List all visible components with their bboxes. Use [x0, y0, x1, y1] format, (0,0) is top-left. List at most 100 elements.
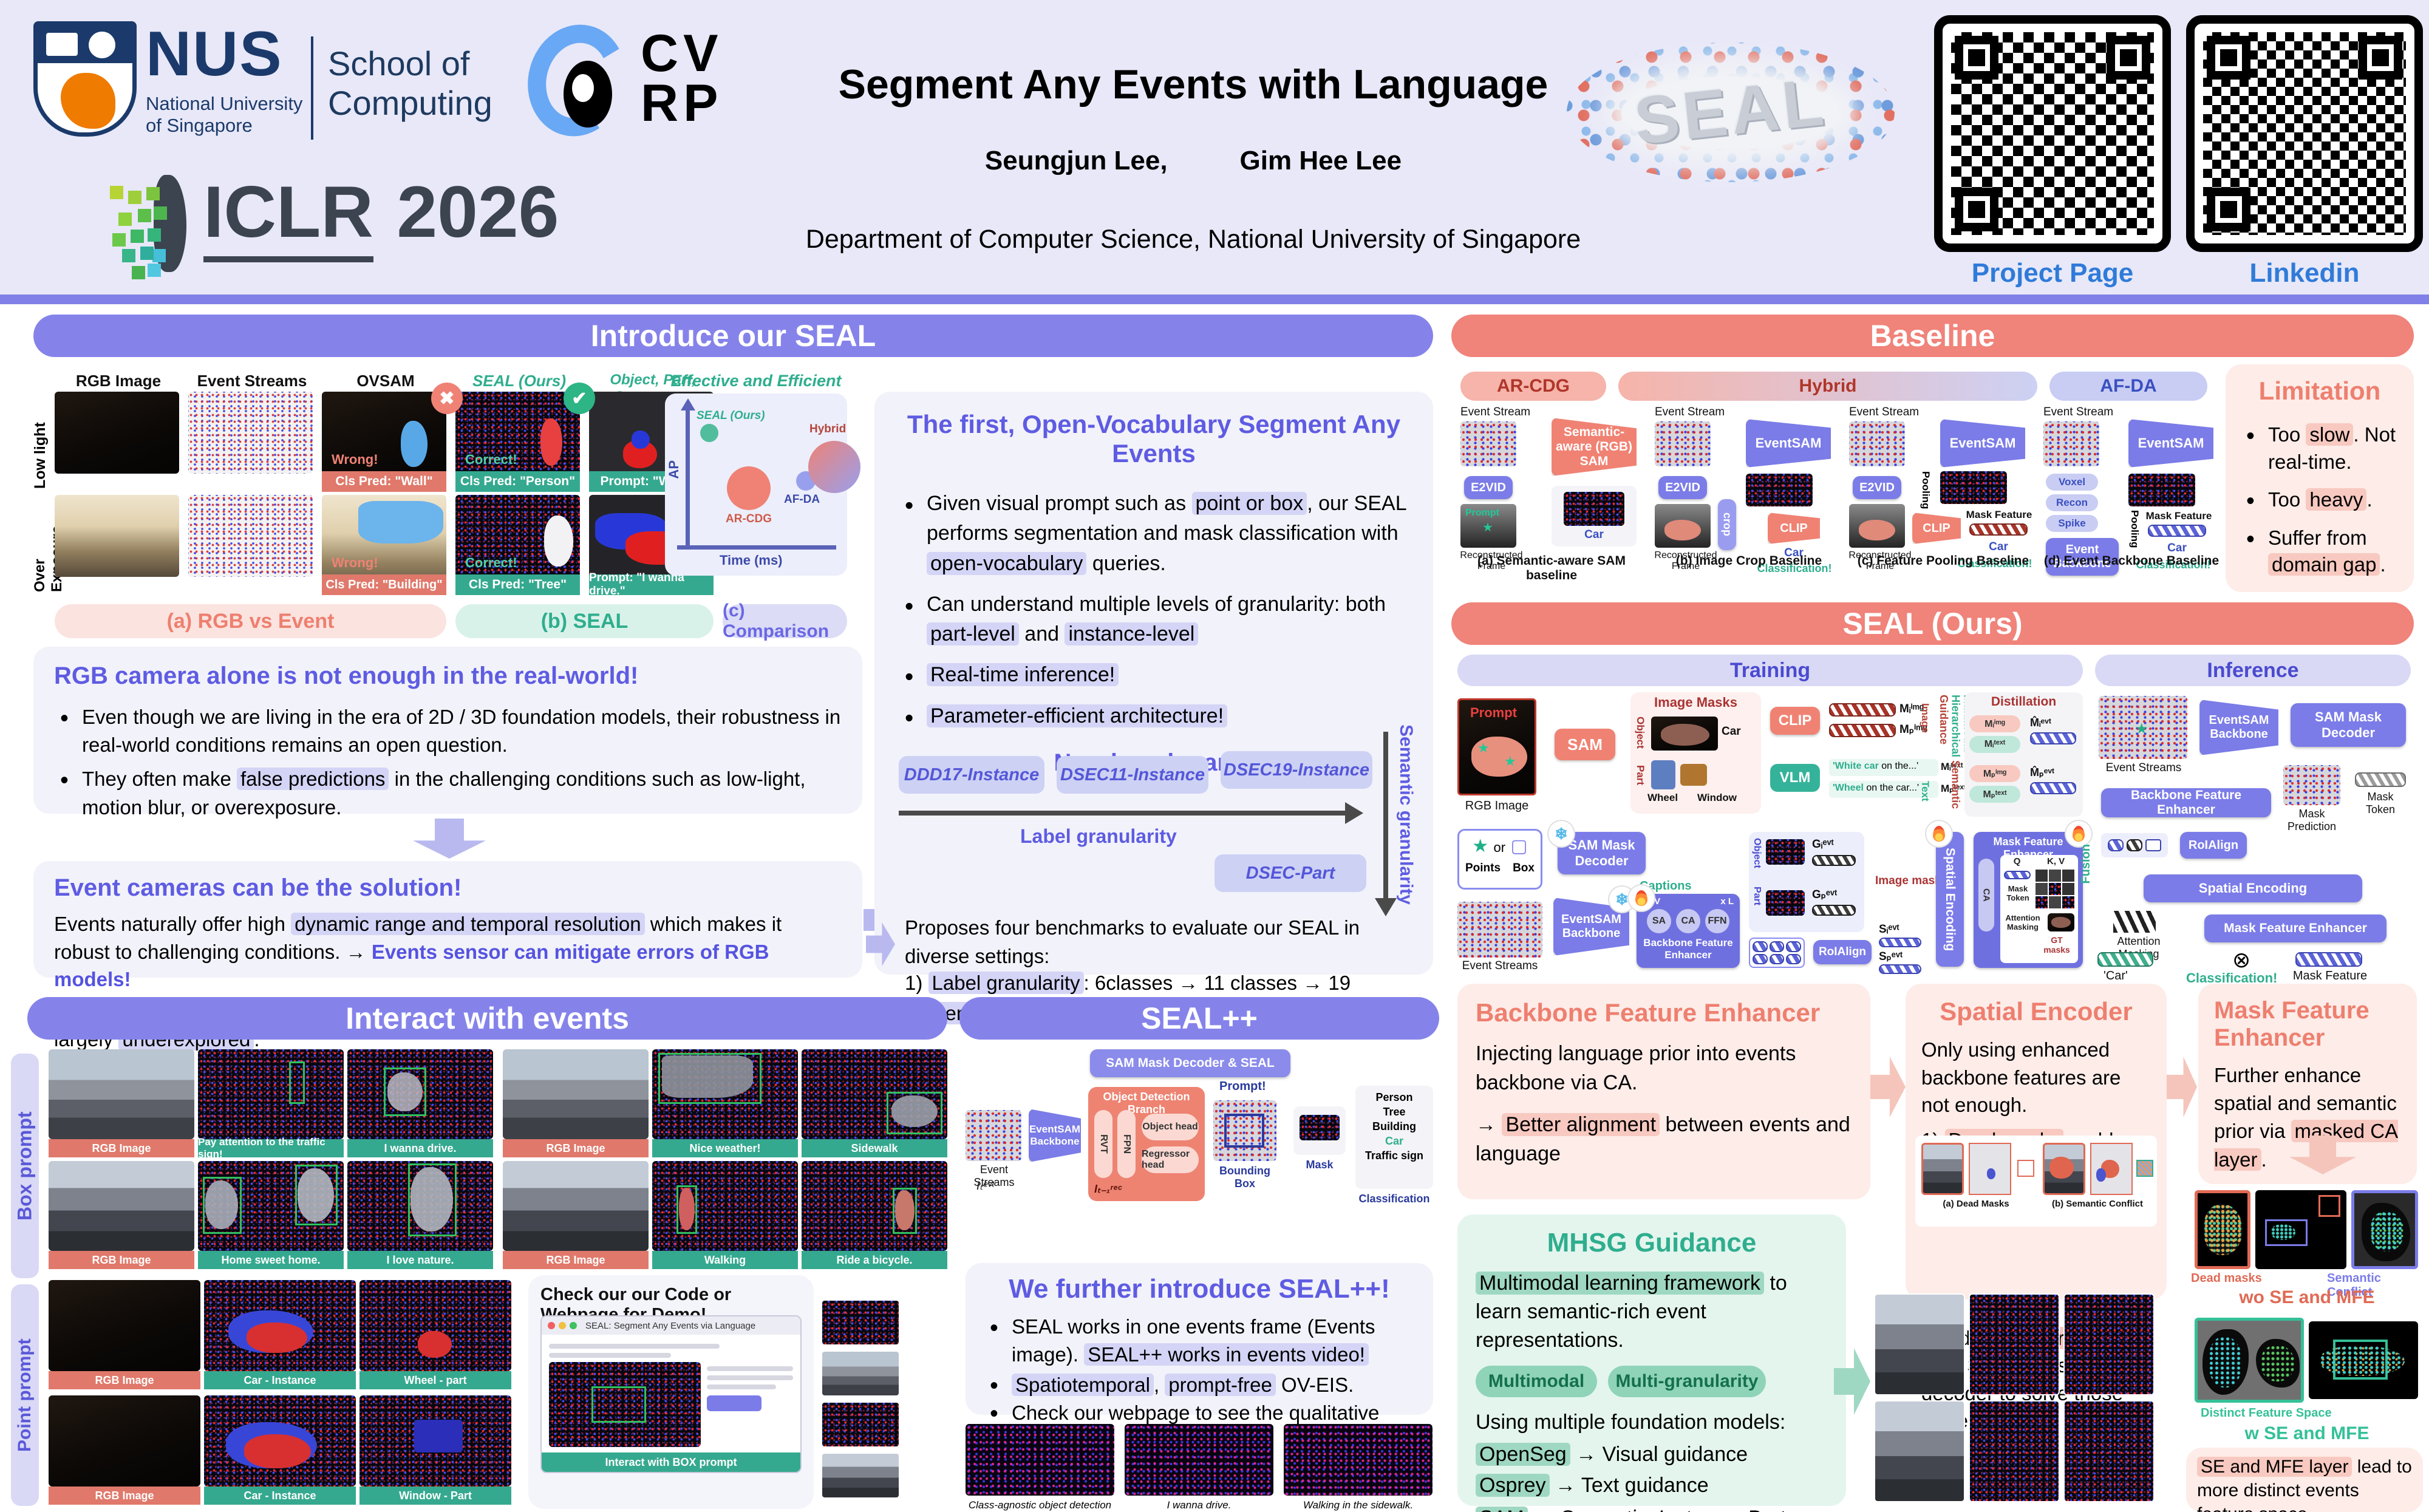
row-label-low-light: Low light: [32, 422, 49, 489]
ca-pill: CA: [1676, 909, 1700, 933]
m-p-text-label: Mₚᵗᵉˣᵗ: [1941, 783, 1966, 794]
bfe-panel: Backbone Feature Enhancer Injecting lang…: [1457, 984, 1870, 1199]
department: Department of Computer Science, National…: [805, 225, 1581, 254]
node-mask-feature-enhancer: Mask Feature Enhancer CA Q K, V Mask Toke…: [1974, 832, 2083, 968]
project-page-link[interactable]: Project Page: [1971, 258, 2134, 288]
feature-tiles: [2101, 833, 2168, 857]
pill-arcdg: AR-CDG: [1460, 372, 1606, 401]
gt-masks-label: GT masks: [2043, 935, 2070, 955]
panel2-para1: Events naturally offer high dynamic rang…: [54, 913, 782, 991]
limitation-1: Too slow. Not real-time.: [2240, 420, 2399, 475]
interact-caption: Car - Instance: [204, 1371, 356, 1389]
bounding-box-label: Bounding Box: [1219, 1165, 1270, 1190]
vlm-caption-1: 'White car on the...': [1829, 759, 1938, 776]
arrow-icon: [1870, 1057, 1906, 1117]
benchmark-label: DSEC11-Instance: [1060, 765, 1205, 785]
sealpp-bullet1: SEAL works in one events frame (Events i…: [984, 1312, 1415, 1369]
interact-cell: [359, 1395, 511, 1486]
interact-caption: Walking: [652, 1251, 798, 1269]
prompt-label: Prompt: [1465, 508, 1499, 518]
y-axis: [686, 408, 690, 548]
video-caption: Walking in the sidewalk.: [1303, 1499, 1414, 1511]
node-mask-feature-enhancer: Mask Feature Enhancer: [2204, 914, 2386, 942]
event-streams-image: [1457, 902, 1542, 958]
demo-thumbnails: [821, 1299, 900, 1506]
se-fig-b-caption: (b) Semantic Conflict: [2051, 1199, 2143, 1209]
interact-cell: [347, 1049, 493, 1139]
node-semantic-sam: Semantic-aware (RGB) SAM: [1552, 418, 1637, 476]
node-spatial-encoding: Spatial Encoding: [1936, 832, 1964, 967]
node-smd-seal: SAM Mask Decoder & SEAL: [1090, 1049, 1290, 1077]
object-head: Object head: [1142, 1114, 1199, 1140]
benchmark-dsec11: DSEC11-Instance: [1057, 756, 1208, 794]
linkedin-link[interactable]: Linkedin: [2249, 258, 2360, 288]
node-label: VLM: [1779, 769, 1811, 786]
wrong-label: Wrong!: [332, 555, 378, 570]
proposal-text: Proposes four benchmarks to evaluate our…: [905, 916, 1360, 967]
bubble-seal: [700, 424, 718, 442]
video-caption: Class-agnostic object detection: [968, 1499, 1112, 1511]
pill-text: AR-CDG: [1497, 376, 1570, 396]
comparison-chart: AP Time (ms) SEAL (Ours) AR-CDG AF-DA Hy…: [665, 393, 860, 576]
demo-browser[interactable]: SEAL: Segment Any Events via Language In…: [540, 1315, 802, 1473]
node-sam-mask-decoder: SAM Mask Decoder: [2291, 703, 2406, 747]
semantic-axis-arrowhead: [1375, 898, 1397, 916]
inference-diagram: ★ Event Streams EventSAM Backbone SAM Ma…: [2079, 692, 2411, 986]
interact-caption: Car - Instance: [204, 1486, 356, 1505]
node-e2vid: E2VID: [1658, 476, 1707, 499]
xl-label: x L: [1720, 896, 1734, 907]
caption-prompt-over: Prompt: "I wanna drive.": [589, 571, 714, 598]
pooling-label: Pooling: [2129, 510, 2141, 548]
panel1-bullet2: They often make false predictions in the…: [54, 764, 842, 821]
event-stream-label: Event Stream: [1655, 406, 1725, 418]
panel-rgb-not-enough: RGB camera alone is not enough in the re…: [33, 647, 862, 819]
node-label: EventSAM: [1755, 435, 1822, 451]
mhsg-heading: MHSG Guidance: [1547, 1228, 1757, 1258]
section-baseline: Baseline: [1451, 315, 2414, 357]
w-se-mfe-label: w SE and MFE: [2244, 1423, 2369, 1443]
author-1: Seungjun Lee,: [984, 146, 1168, 175]
interact-caption: RGB Image: [49, 1486, 200, 1505]
subcaption-c: (c) Comparison: [723, 601, 847, 641]
object-label: Object: [1752, 838, 1762, 868]
section-title: SEAL++: [1141, 1001, 1258, 1035]
demo-button[interactable]: [707, 1395, 761, 1411]
recon-frame-image: [1655, 504, 1711, 548]
image-masks-label: Image Masks: [1654, 695, 1737, 710]
interact-cell: [802, 1049, 947, 1139]
interact-caption: RGB Image: [49, 1371, 200, 1389]
image-axis-label: Image: [1920, 703, 1931, 734]
trainable-icon: [2066, 821, 2091, 846]
event-streams-label: Event Streams: [1462, 959, 1538, 972]
cvrp-line2: RP: [641, 73, 723, 132]
node-voxel: Voxel: [2046, 474, 2098, 491]
fig-seal-lowlight: Correct! Cls Pred: "Person": [455, 392, 580, 492]
node-recon: Recon: [2046, 494, 2098, 511]
image-masks-label: Image masks: [1875, 874, 1948, 887]
node-eventsam-backbone: EventSAM Backbone: [1029, 1109, 1081, 1162]
author-2: Gim Hee Lee: [1239, 146, 1402, 175]
car-label: Car: [1784, 547, 1804, 559]
m-img-bar-1: [1829, 703, 1896, 717]
points-label: Points: [1465, 862, 1501, 874]
x-axis: [677, 545, 836, 550]
node-eventsam: EventSAM: [1746, 419, 1831, 468]
prompt-label: Prompt!: [1219, 1080, 1266, 1093]
distillation-label: Distillation: [1991, 695, 2057, 709]
interact-caption: RGB Image: [503, 1251, 649, 1269]
se-figure: (a) Dead Masks (b) Semantic Conflict: [1915, 1136, 2157, 1227]
bubble-hybrid: [808, 441, 860, 493]
bfe-heading: Backbone Feature Enhancer: [1476, 998, 1821, 1027]
event-stream-image: [1655, 421, 1711, 466]
s-p-bar: [1879, 964, 1921, 974]
interact-caption: Home sweet home.: [198, 1251, 344, 1269]
y-axis-label: AP: [666, 460, 681, 479]
event-car-image: [1746, 474, 1813, 506]
fig-col-seal: SEAL (Ours): [472, 372, 567, 390]
bubble-arcdg: [727, 466, 771, 510]
training-label: Training: [1729, 658, 1811, 682]
m-p-text-chip: Mₚᵗᵉˣᵗ: [1969, 786, 2020, 803]
chart-title: Effective and Efficient: [670, 372, 842, 390]
down-arrow-icon: [413, 819, 486, 859]
subcaption-a: (a) RGB vs Event: [55, 604, 446, 638]
